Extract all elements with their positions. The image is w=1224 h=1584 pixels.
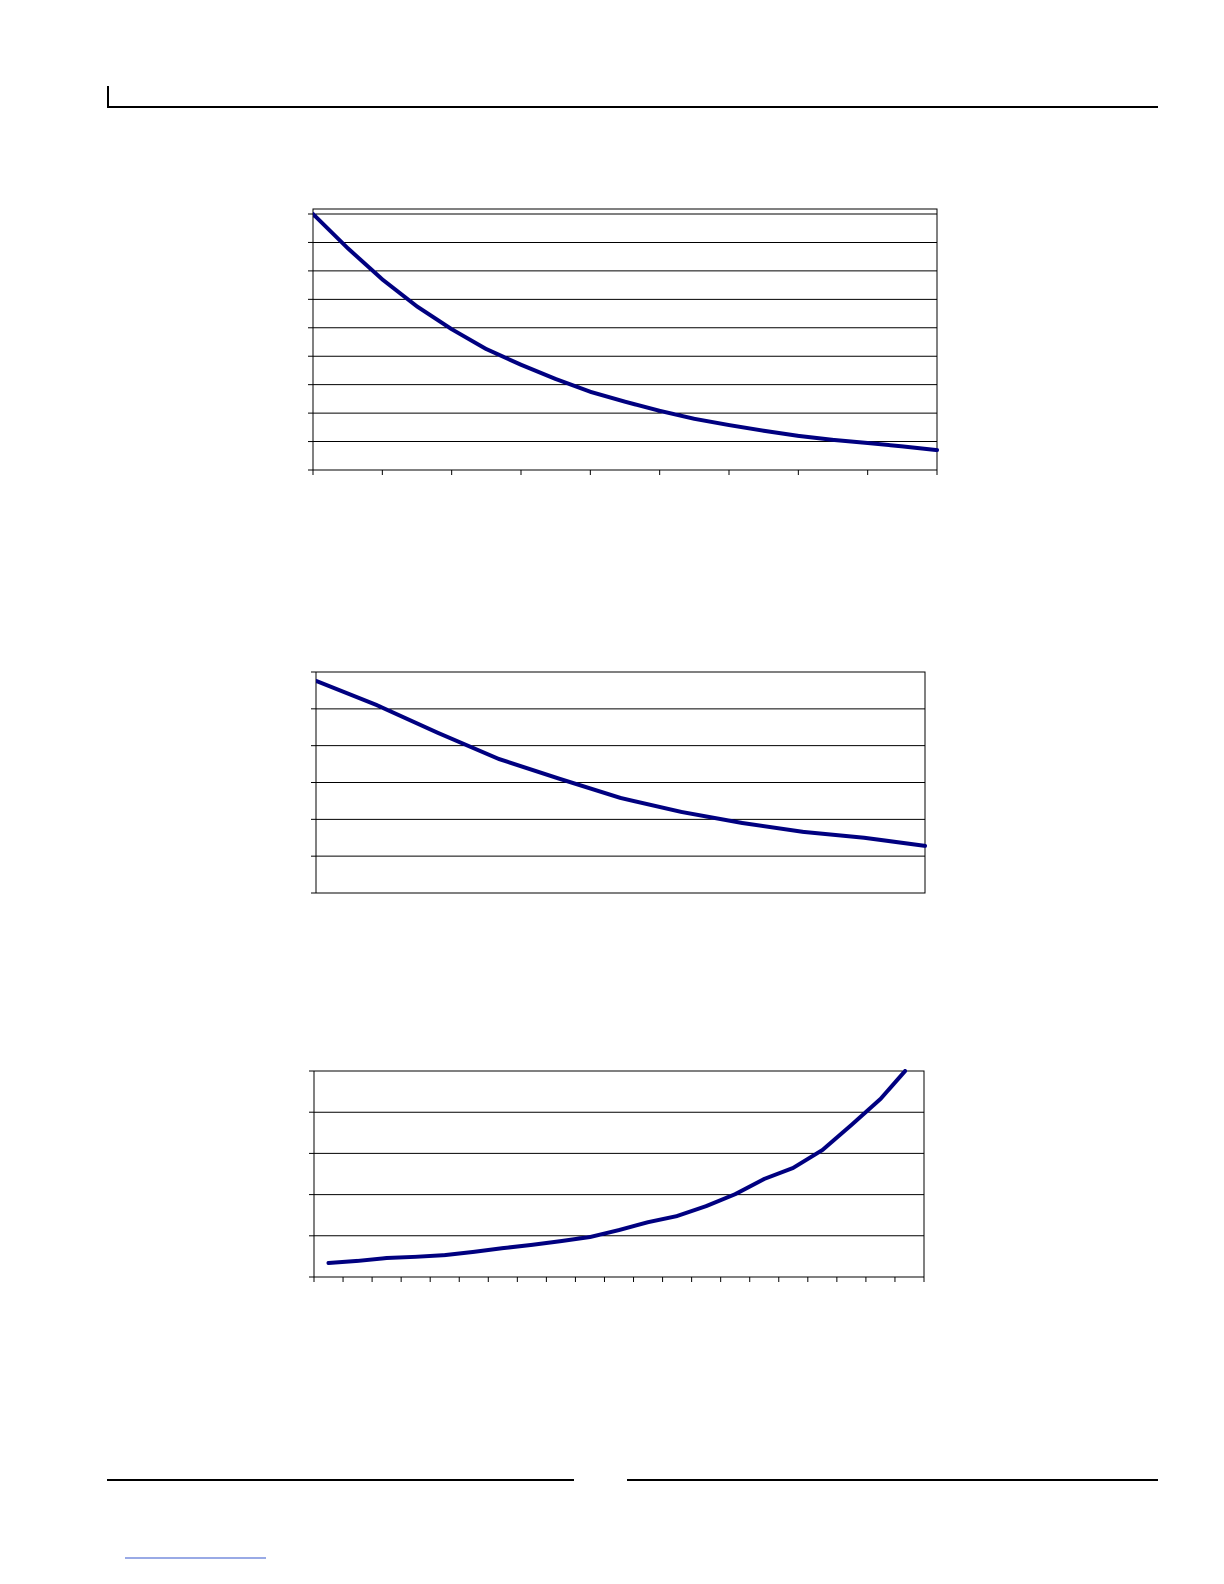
charts	[308, 208, 939, 1282]
chart	[309, 1069, 925, 1282]
plot	[316, 678, 927, 848]
plot	[313, 212, 939, 453]
plot	[326, 1069, 908, 1265]
plot-frame	[313, 1070, 925, 1278]
chart	[311, 671, 927, 894]
chart	[308, 208, 939, 475]
plot-frame	[312, 208, 938, 471]
data-line	[313, 212, 939, 453]
data-line	[316, 678, 927, 848]
data-line	[326, 1069, 908, 1265]
